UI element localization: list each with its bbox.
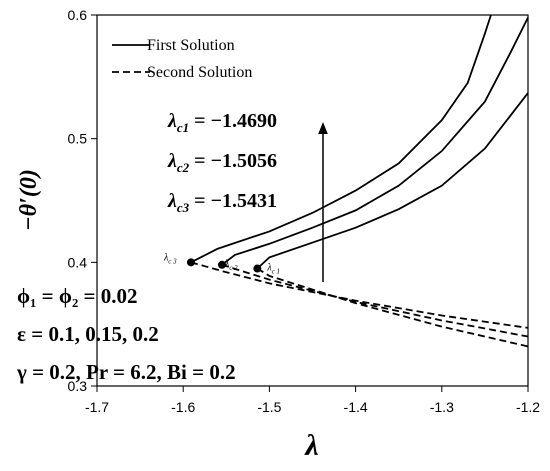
- x-tick-label: -1.2: [516, 399, 540, 415]
- value-text: = −1.4690: [189, 110, 277, 132]
- x-tick-label: -1.3: [430, 399, 454, 415]
- label-symbol: λ: [163, 252, 169, 263]
- value-subscript: c2: [177, 160, 190, 175]
- plot-frame: [96, 14, 529, 387]
- y-tick-label: 0.6: [68, 7, 88, 23]
- y-axis-label: −θ′(0): [16, 169, 42, 231]
- critical-point-label: λc 2: [224, 259, 238, 272]
- critical-point: [217, 260, 226, 269]
- label-subscript: c 2: [229, 264, 238, 272]
- y-tick-label: 0.5: [68, 131, 88, 147]
- value-subscript: c1: [177, 120, 189, 135]
- series-line: [190, 261, 529, 329]
- parameter-text: ϕ₁ = ϕ₂ = 0.02: [17, 284, 137, 308]
- label-subscript: c 3: [168, 257, 177, 265]
- series-line: [256, 267, 529, 348]
- legend-label: Second Solution: [147, 64, 252, 81]
- x-tick-label: -1.6: [171, 399, 195, 415]
- value-text: = −1.5056: [189, 150, 277, 172]
- value-symbol: λ: [167, 110, 177, 132]
- critical-point: [186, 258, 195, 267]
- y-tick-label: 0.3: [68, 378, 88, 394]
- critical-value: λc3 = −1.5431: [167, 190, 277, 215]
- value-symbol: λ: [167, 190, 177, 212]
- x-tick-label: -1.7: [85, 399, 109, 415]
- label-symbol: λ: [266, 263, 272, 274]
- critical-point-label: λc 3: [163, 252, 177, 265]
- series-line: [221, 263, 529, 338]
- critical-point: [253, 264, 262, 273]
- parameter-text: γ = 0.2, Pr = 6.2, Bi = 0.2: [16, 360, 236, 384]
- legend-label: First Solution: [147, 37, 235, 54]
- value-text: = −1.5431: [189, 190, 277, 212]
- series-line: [256, 92, 529, 270]
- x-tick-label: -1.4: [344, 399, 368, 415]
- value-symbol: λ: [167, 150, 177, 172]
- parameter-text: ε = 0.1, 0.15, 0.2: [17, 322, 159, 346]
- critical-value: λc1 = −1.4690: [167, 110, 277, 135]
- label-subscript: c 1: [272, 268, 280, 276]
- x-axis-label: λ: [303, 429, 318, 462]
- series-line: [221, 17, 529, 266]
- critical-point-label: λc 1: [266, 263, 280, 276]
- x-tick-label: -1.5: [257, 399, 281, 415]
- y-tick-label: 0.4: [68, 254, 88, 270]
- value-subscript: c3: [177, 200, 190, 215]
- critical-value: λc2 = −1.5056: [167, 150, 277, 175]
- label-symbol: λ: [224, 259, 230, 270]
- series-line: [190, 14, 492, 264]
